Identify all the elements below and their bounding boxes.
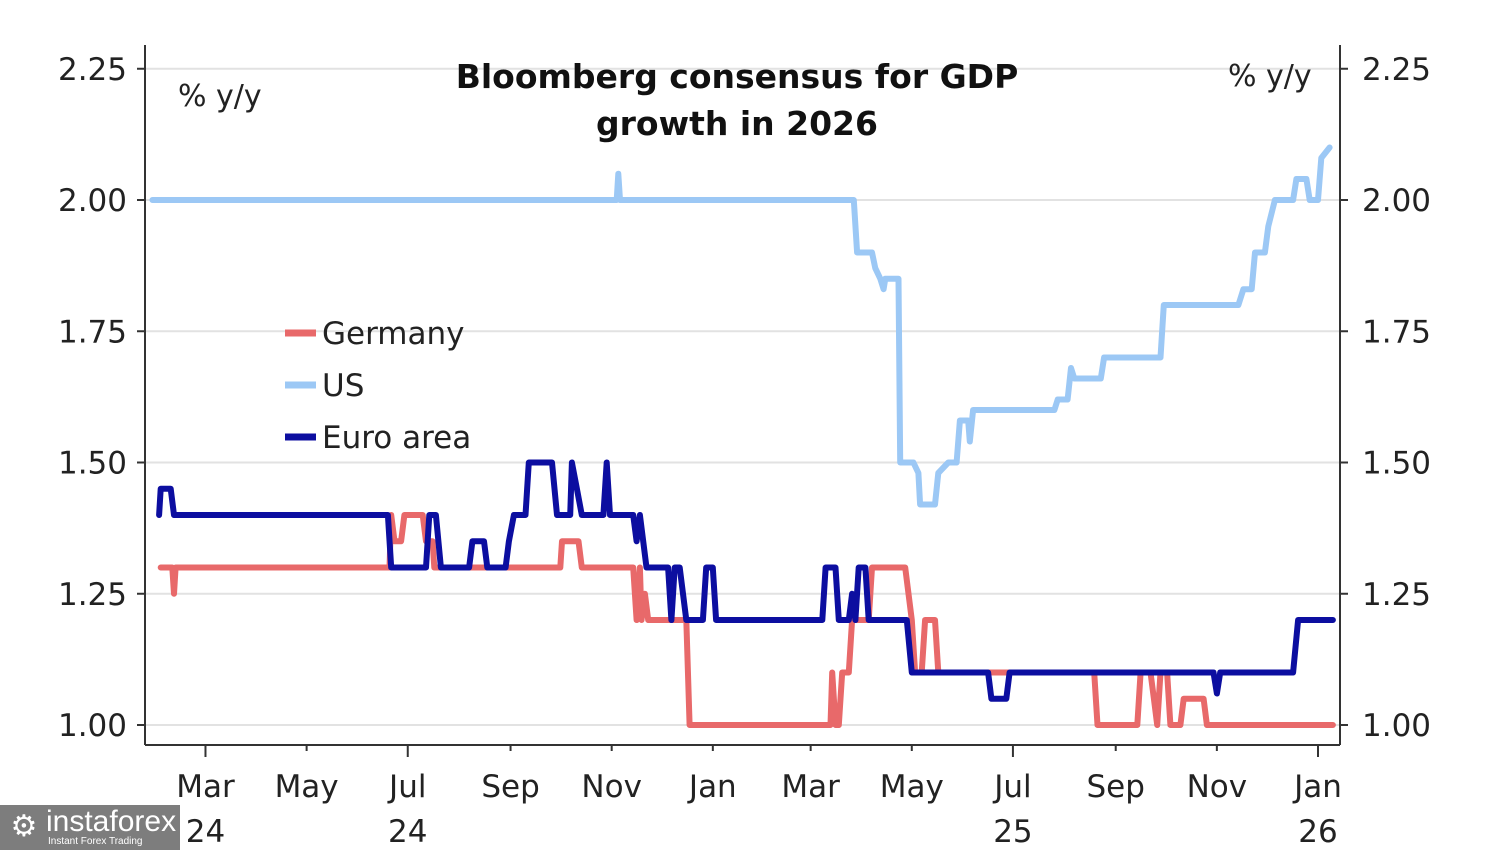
x-tick-label: Mar: [176, 769, 235, 805]
x-tick-year-label: 25: [993, 814, 1032, 850]
series-line-germany: [157, 512, 1336, 728]
y-tick-label-left: 1.25: [58, 577, 127, 613]
axes: [137, 45, 1348, 757]
watermark-tagline: Instant Forex Trading: [48, 836, 143, 847]
x-tick-label: May: [880, 769, 944, 805]
legend: Germany US Euro area: [285, 316, 471, 456]
right-unit-label: % y/y: [1228, 59, 1312, 94]
y-tick-label-left: 1.75: [58, 314, 127, 350]
y-tick-label-left: 1.50: [58, 446, 127, 482]
watermark-brand: instaforex: [46, 805, 177, 838]
legend-label-germany: Germany: [322, 316, 464, 352]
legend-label-euro-area: Euro area: [322, 420, 471, 456]
series-line-us: [149, 144, 1333, 508]
y-tick-label-right: 1.00: [1362, 708, 1431, 744]
left-unit-label: % y/y: [178, 79, 262, 114]
x-tick-year-label: 26: [1298, 814, 1337, 850]
y-tick-label-left: 2.00: [58, 183, 127, 219]
axis-labels: 1.00 1.00 1.25 1.25 1.50 1.50 1.75 1.75 2.00 2.00…: [58, 52, 1431, 850]
y-tick-label-right: 2.25: [1362, 52, 1431, 88]
y-tick-label-right: 1.50: [1362, 446, 1431, 482]
x-tick-label: Jan: [1292, 769, 1342, 805]
instaforex-watermark: ⚙ instaforex Instant Forex Trading: [0, 805, 180, 850]
chart-title-line-1: Bloomberg consensus for GDP: [456, 57, 1019, 96]
y-tick-label-left: 2.25: [58, 52, 127, 88]
legend-label-us: US: [322, 368, 364, 404]
x-tick-label: Jul: [387, 769, 426, 805]
x-tick-label: Jul: [992, 769, 1031, 805]
x-tick-year-label: 24: [186, 814, 225, 850]
x-tick-year-label: 24: [388, 814, 427, 850]
series-lines: [149, 144, 1336, 728]
x-tick-label: Mar: [781, 769, 840, 805]
x-tick-label: Sep: [481, 769, 539, 805]
series-line-euro-area: [156, 459, 1336, 702]
gear-people-icon: ⚙: [10, 809, 38, 844]
chart-title-line-2: growth in 2026: [596, 104, 878, 143]
x-tick-label: Jan: [687, 769, 737, 805]
x-tick-label: Sep: [1087, 769, 1145, 805]
y-tick-label-left: 1.00: [58, 708, 127, 744]
x-tick-label: Nov: [1187, 769, 1248, 805]
y-tick-label-right: 1.25: [1362, 577, 1431, 613]
x-tick-label: Nov: [581, 769, 642, 805]
x-tick-label: May: [275, 769, 339, 805]
y-tick-label-right: 1.75: [1362, 314, 1431, 350]
y-tick-label-right: 2.00: [1362, 183, 1431, 219]
